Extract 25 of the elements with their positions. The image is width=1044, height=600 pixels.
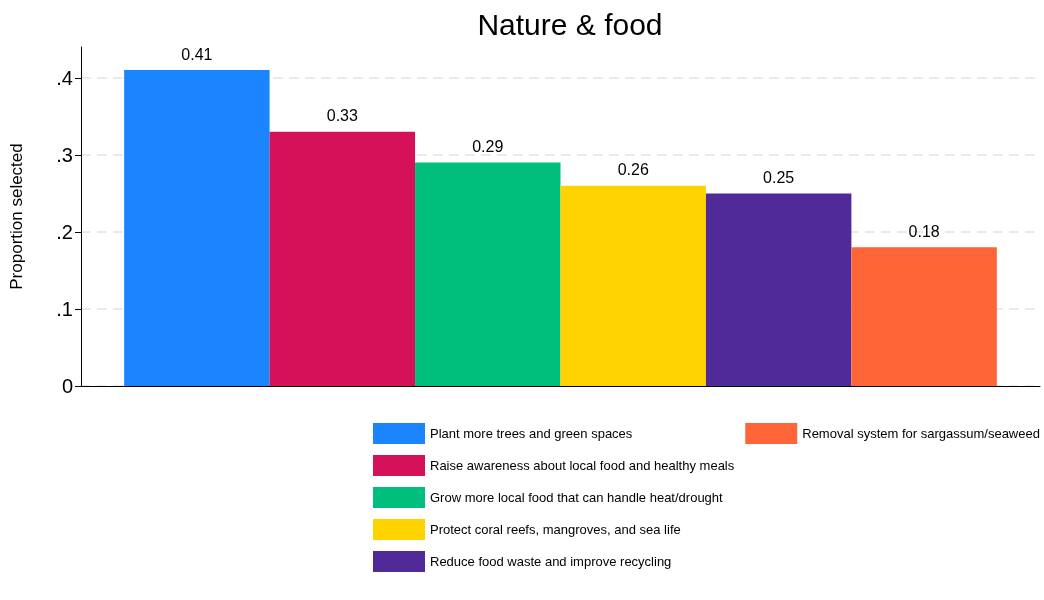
legend-label: Protect coral reefs, mangroves, and sea life [430,522,681,537]
bar [124,70,270,386]
legend-label: Reduce food waste and improve recycling [430,554,672,569]
y-tick-label: .4 [56,66,73,89]
legend-label: Removal system for sargassum/seaweed [802,426,1040,441]
y-axis-title: Proportion selected [7,143,26,290]
data-label: 0.25 [763,168,795,186]
bar [269,131,416,386]
bar [705,193,852,386]
chart-title: Nature & food [477,7,663,41]
legend-label: Raise awareness about local food and healthy meals [430,458,735,473]
bar [851,247,997,386]
y-tick-label: .1 [56,297,73,320]
bar [560,185,706,386]
data-label: 0.33 [326,107,358,125]
legend-label: Grow more local food that can handle heat/drought [430,490,724,505]
y-tick-label: .2 [56,220,73,243]
legend-label: Plant more trees and green spaces [430,426,633,441]
data-label: 0.29 [472,138,504,156]
bar [415,162,561,386]
data-label: 0.26 [617,161,649,179]
data-label: 0.18 [908,222,940,240]
y-tick-label: 0 [61,375,73,397]
data-label: 0.41 [181,45,213,63]
y-tick-label: .3 [56,143,73,166]
